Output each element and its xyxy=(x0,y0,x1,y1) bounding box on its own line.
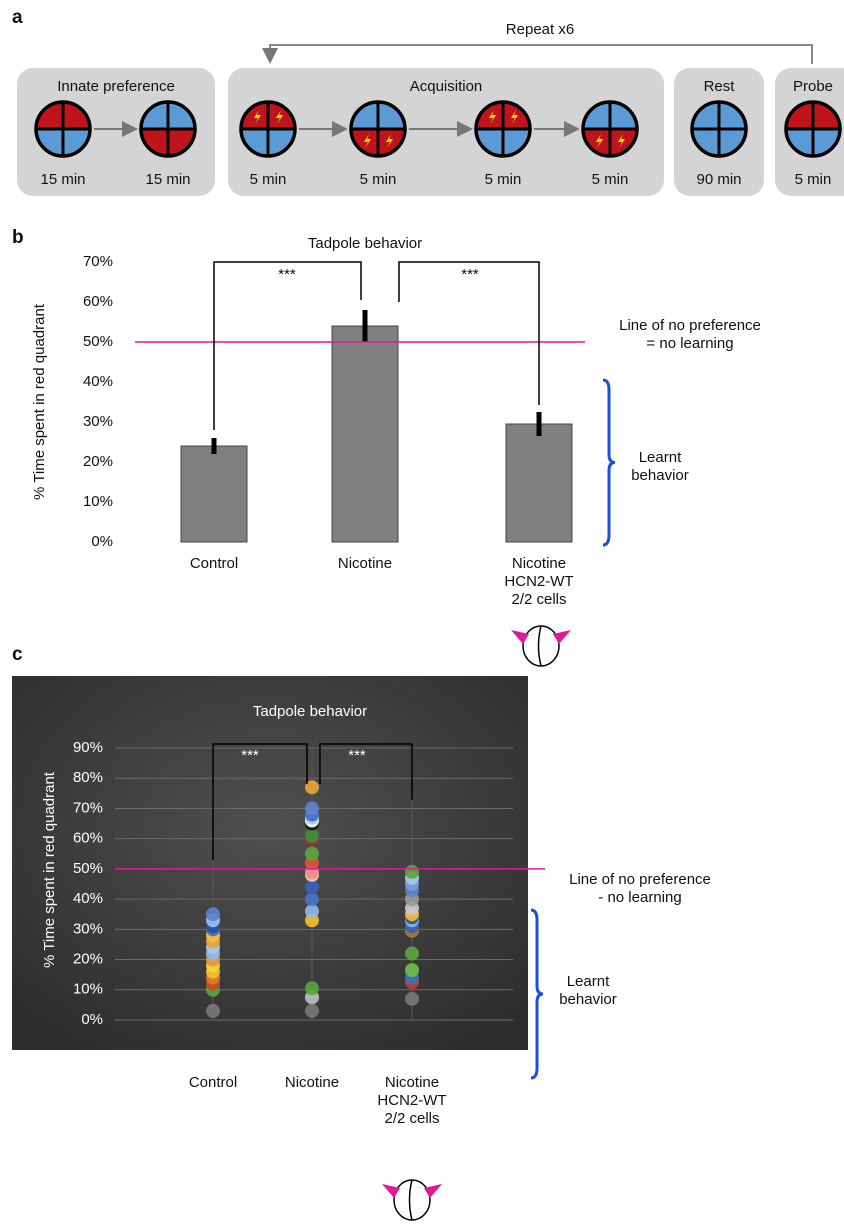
x-tick-label: Control xyxy=(190,555,238,572)
time-label: 15 min xyxy=(40,171,85,188)
y-tick-label: 0% xyxy=(81,1011,103,1028)
bar xyxy=(332,326,398,542)
x-tick-label: NicotineHCN2-WT2/2 cells xyxy=(377,1074,446,1127)
box-title: Rest xyxy=(704,78,736,95)
y-tick-label: 30% xyxy=(83,413,113,430)
y-tick-label: 80% xyxy=(73,769,103,786)
brace xyxy=(531,910,543,1078)
point xyxy=(305,1004,319,1018)
time-label: 90 min xyxy=(696,171,741,188)
annotation: Learntbehavior xyxy=(559,973,617,1008)
y-tick-label: 60% xyxy=(83,293,113,310)
panel-label: c xyxy=(12,644,23,665)
brain xyxy=(523,626,559,666)
reference-label: Line of no preference= no learning xyxy=(619,317,761,352)
annotation: Learntbehavior xyxy=(631,449,689,484)
point xyxy=(305,801,319,815)
y-tick-label: 10% xyxy=(73,981,103,998)
time-label: 5 min xyxy=(250,171,287,188)
time-label: 5 min xyxy=(485,171,522,188)
y-tick-label: 10% xyxy=(83,493,113,510)
chart-title: Tadpole behavior xyxy=(308,235,422,252)
reference-label: Line of no preference- no learning xyxy=(569,871,711,906)
point xyxy=(305,829,319,843)
x-tick-label: Nicotine xyxy=(338,555,392,572)
time-label: 5 min xyxy=(795,171,832,188)
y-tick-label: 50% xyxy=(83,333,113,350)
y-tick-label: 90% xyxy=(73,739,103,756)
point xyxy=(305,904,319,918)
y-tick-label: 70% xyxy=(73,799,103,816)
figure: a Repeat x6 Innate preference Acquisitio… xyxy=(0,0,844,1226)
y-tick-label: 40% xyxy=(83,373,113,390)
point xyxy=(305,892,319,906)
y-axis-label: % Time spent in red quadrant xyxy=(41,771,58,968)
point xyxy=(305,847,319,861)
bar xyxy=(181,446,247,542)
box-title: Probe xyxy=(793,78,833,95)
y-tick-label: 70% xyxy=(83,253,113,270)
y-axis-label: % Time spent in red quadrant xyxy=(31,303,48,500)
point xyxy=(206,1004,220,1018)
time-label: 5 min xyxy=(360,171,397,188)
significance-label: *** xyxy=(241,747,259,764)
point xyxy=(405,963,419,977)
repeat-label: Repeat x6 xyxy=(506,21,574,38)
y-tick-label: 20% xyxy=(83,453,113,470)
y-tick-label: 60% xyxy=(73,830,103,847)
x-tick-label: NicotineHCN2-WT2/2 cells xyxy=(504,555,573,608)
y-tick-label: 30% xyxy=(73,920,103,937)
box-title: Acquisition xyxy=(410,78,483,95)
significance-label: *** xyxy=(278,266,296,283)
point xyxy=(405,947,419,961)
point xyxy=(206,907,220,921)
time-label: 5 min xyxy=(592,171,629,188)
y-tick-label: 20% xyxy=(73,951,103,968)
time-label: 15 min xyxy=(145,171,190,188)
bar xyxy=(506,424,572,542)
point xyxy=(305,981,319,995)
significance-bracket xyxy=(399,262,539,405)
y-tick-label: 40% xyxy=(73,890,103,907)
panel-label: b xyxy=(12,227,24,248)
point xyxy=(405,865,419,879)
significance-label: *** xyxy=(348,747,366,764)
significance-label: *** xyxy=(461,266,479,283)
chart-title: Tadpole behavior xyxy=(253,703,367,720)
y-tick-label: 0% xyxy=(91,533,113,550)
y-tick-label: 50% xyxy=(73,860,103,877)
panel-label: a xyxy=(12,7,23,28)
x-tick-label: Nicotine xyxy=(285,1074,339,1091)
brain xyxy=(394,1180,430,1220)
box-title: Innate preference xyxy=(57,78,175,95)
brace xyxy=(603,380,615,545)
x-tick-label: Control xyxy=(189,1074,237,1091)
repeat-arrow xyxy=(270,45,812,64)
point xyxy=(405,992,419,1006)
point xyxy=(305,880,319,894)
